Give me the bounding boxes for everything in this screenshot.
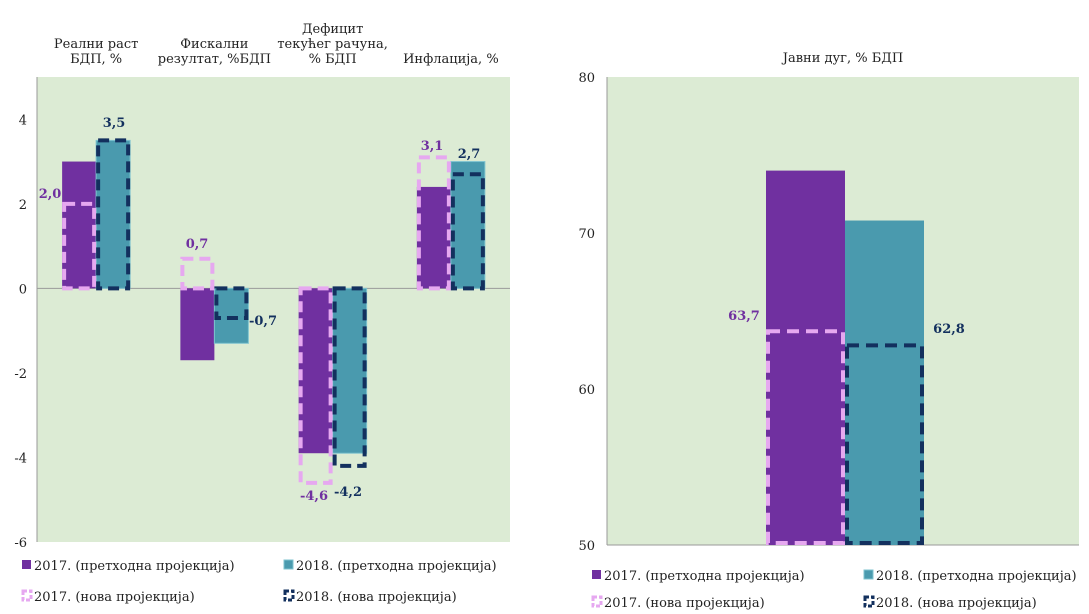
bar-new-2018 [332,286,367,468]
bar-new-2017 [766,329,845,545]
category-label: Реални раст [54,37,138,52]
legend-item: 2017. (претходна пројекција) [22,559,235,574]
legend-label: 2018. (претходна пројекција) [296,559,497,574]
bar-previous-2018 [845,220,924,545]
data-label-2018-new: 2,7 [458,147,481,162]
y-tick-label: 4 [19,113,27,128]
legend-item: 2018. (претходна пројекција) [863,569,1077,584]
bar-new-2018 [450,172,485,291]
bar-previous-2017 [180,288,215,361]
y-tick-label: 70 [578,227,595,242]
bar-new-2017 [416,155,451,291]
bar-previous-2017 [766,170,845,545]
legend-label: 2017. (претходна пројекција) [604,569,805,584]
y-tick-label: 2 [19,198,27,213]
bar-new-2017 [180,256,215,291]
y-tick-label: -6 [14,536,27,551]
bar-previous-2017 [62,161,97,289]
legend-swatch [22,560,31,569]
bar-previous-2018 [332,287,368,454]
category-label: Фискални [180,37,248,52]
y-tick-label: -2 [14,367,27,382]
legend-swatch [591,595,603,608]
bar-new-2017 [298,286,333,485]
category-label: % БДП [309,52,357,67]
data-label-2018-new: -4,2 [334,485,362,500]
data-label-2017-new: 3,1 [421,139,444,154]
y-tick-label: 50 [578,539,595,554]
category-label: Дефицит [302,22,363,37]
legend-label: 2018. (нова пројекција) [296,590,457,605]
bar-new-2018 [845,343,924,545]
bar-previous-2018 [450,161,486,289]
y-tick-label: 60 [578,383,595,398]
bar-previous-2017 [416,186,451,289]
legend-swatch [283,559,294,570]
bar-previous-2018 [95,139,131,289]
legend-swatch [283,589,295,602]
chart-title: Јавни дуг, % БДП [781,51,903,66]
data-label-2017-new: 2,0 [39,187,62,202]
data-label-2018-new: 3,5 [103,116,126,131]
y-tick-label: 80 [578,71,595,86]
bar-new-2018 [214,286,249,320]
legend-label: 2017. (нова пројекција) [34,590,195,605]
legend-item: 2018. (претходна пројекција) [283,559,497,574]
category-label: Инфлација, % [403,52,499,67]
legend-label: 2018. (претходна пројекција) [876,569,1077,584]
right-chart: Јавни дуг, % БДП 50 60 70 80 63,7 62,8 2017. (п… [578,51,1079,611]
data-label-2017-new: 63,7 [728,309,760,324]
bar-new-2017 [62,201,97,291]
category-label: текућег рачуна, [277,37,388,52]
y-tick-label: 0 [19,282,27,297]
data-label-2018-new: -0,7 [249,314,277,329]
legend-swatch [863,595,875,608]
data-label-2017-new: -4,6 [300,489,328,504]
legend-swatch [592,570,601,579]
legend-item: 2017. (нова пројекција) [591,595,765,611]
legend-label: 2018. (нова пројекција) [876,596,1037,611]
legend-item: 2018. (нова пројекција) [863,595,1037,611]
legend-item: 2017. (нова пројекција) [21,589,195,605]
bar-previous-2018 [213,287,249,344]
legend-item: 2018. (нова пројекција) [283,589,457,605]
bar-previous-2017 [298,288,333,454]
legend-item: 2017. (претходна пројекција) [592,569,805,584]
legend-swatch [21,589,33,602]
data-label-2017-new: 0,7 [186,237,209,252]
category-label: резултат, %БДП [158,52,271,67]
bar-new-2018 [96,138,131,291]
legend-swatch [863,569,874,580]
legend-label: 2017. (претходна пројекција) [34,559,235,574]
data-label-2018-new: 62,8 [933,322,965,337]
legend-label: 2017. (нова пројекција) [604,596,765,611]
category-label: БДП, % [70,52,122,67]
y-tick-label: -4 [14,451,27,466]
